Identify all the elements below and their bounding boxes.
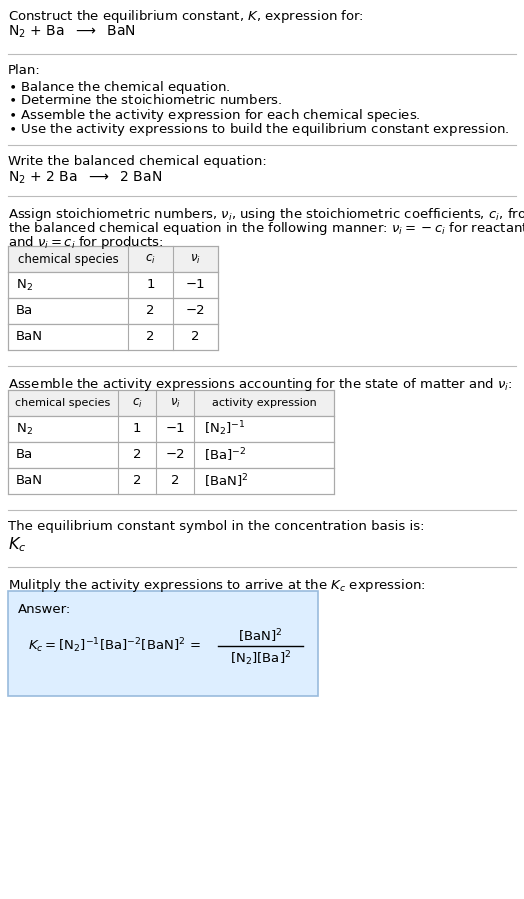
Text: Ba: Ba [16, 305, 33, 317]
Text: $c_i$: $c_i$ [145, 253, 156, 265]
Text: −1: −1 [185, 279, 205, 291]
Bar [8, 298, 218, 324]
Text: $K_c = [\mathrm{N_2}]^{-1} [\mathrm{Ba}]^{-2} [\mathrm{BaN}]^{2}\, =$: $K_c = [\mathrm{N_2}]^{-1} [\mathrm{Ba}]… [28, 636, 201, 655]
Text: 2: 2 [133, 475, 141, 487]
Text: 2: 2 [146, 305, 155, 317]
Text: $[\mathrm{Ba}]^{-2}$: $[\mathrm{Ba}]^{-2}$ [204, 446, 246, 464]
Text: $\bullet$ Assemble the activity expression for each chemical species.: $\bullet$ Assemble the activity expressi… [8, 107, 421, 124]
Bar [8, 591, 318, 696]
Text: $[\mathrm{BaN}]^{2}$: $[\mathrm{BaN}]^{2}$ [204, 472, 248, 490]
Text: Answer:: Answer: [18, 603, 71, 616]
Text: $\nu_i$: $\nu_i$ [190, 253, 201, 265]
Text: −2: −2 [185, 305, 205, 317]
Text: $c_i$: $c_i$ [132, 396, 143, 410]
Bar [8, 246, 218, 272]
Text: 1: 1 [133, 423, 141, 435]
Text: $\mathrm{N_2}$: $\mathrm{N_2}$ [16, 422, 33, 437]
Text: $\mathrm{N_2}$ + 2 Ba  $\longrightarrow$  2 BaN: $\mathrm{N_2}$ + 2 Ba $\longrightarrow$ … [8, 170, 162, 186]
Text: chemical species: chemical species [18, 253, 118, 265]
Bar [8, 324, 218, 350]
Text: Mulitply the activity expressions to arrive at the $K_c$ expression:: Mulitply the activity expressions to arr… [8, 577, 426, 594]
Text: $\nu_i$: $\nu_i$ [170, 396, 180, 410]
Text: chemical species: chemical species [15, 398, 111, 408]
Text: 2: 2 [146, 331, 155, 343]
Text: activity expression: activity expression [212, 398, 316, 408]
Text: −2: −2 [165, 449, 185, 461]
Bar [8, 272, 218, 298]
Bar [8, 416, 334, 442]
Text: Ba: Ba [16, 449, 33, 461]
Text: $[\mathrm{N_2}]^{-1}$: $[\mathrm{N_2}]^{-1}$ [204, 420, 246, 439]
Text: $[\mathrm{N_2}][\mathrm{Ba}]^{2}$: $[\mathrm{N_2}][\mathrm{Ba}]^{2}$ [230, 650, 291, 668]
Bar [8, 390, 334, 416]
Text: 2: 2 [133, 449, 141, 461]
Text: Plan:: Plan: [8, 64, 41, 77]
Text: 1: 1 [146, 279, 155, 291]
Text: $\bullet$ Use the activity expressions to build the equilibrium constant express: $\bullet$ Use the activity expressions t… [8, 121, 509, 138]
Bar [8, 468, 334, 494]
Text: Write the balanced chemical equation:: Write the balanced chemical equation: [8, 155, 267, 168]
Text: $\bullet$ Determine the stoichiometric numbers.: $\bullet$ Determine the stoichiometric n… [8, 93, 282, 107]
Text: Construct the equilibrium constant, $K$, expression for:: Construct the equilibrium constant, $K$,… [8, 8, 364, 25]
Text: 2: 2 [191, 331, 200, 343]
Text: BaN: BaN [16, 331, 43, 343]
Bar [8, 442, 334, 468]
Text: $\mathrm{N_2}$ + Ba  $\longrightarrow$  BaN: $\mathrm{N_2}$ + Ba $\longrightarrow$ Ba… [8, 24, 136, 40]
Text: 2: 2 [171, 475, 179, 487]
Text: $\mathrm{N_2}$: $\mathrm{N_2}$ [16, 278, 33, 292]
Text: The equilibrium constant symbol in the concentration basis is:: The equilibrium constant symbol in the c… [8, 520, 424, 533]
Text: $\bullet$ Balance the chemical equation.: $\bullet$ Balance the chemical equation. [8, 79, 231, 96]
Text: −1: −1 [165, 423, 185, 435]
Text: Assemble the activity expressions accounting for the state of matter and $\nu_i$: Assemble the activity expressions accoun… [8, 376, 512, 393]
Text: BaN: BaN [16, 475, 43, 487]
Text: $[\mathrm{BaN}]^{2}$: $[\mathrm{BaN}]^{2}$ [238, 628, 283, 645]
Text: the balanced chemical equation in the following manner: $\nu_i = -c_i$ for react: the balanced chemical equation in the fo… [8, 220, 524, 237]
Text: and $\nu_i = c_i$ for products:: and $\nu_i = c_i$ for products: [8, 234, 163, 251]
Text: $K_c$: $K_c$ [8, 535, 26, 554]
Text: Assign stoichiometric numbers, $\nu_i$, using the stoichiometric coefficients, $: Assign stoichiometric numbers, $\nu_i$, … [8, 206, 524, 223]
